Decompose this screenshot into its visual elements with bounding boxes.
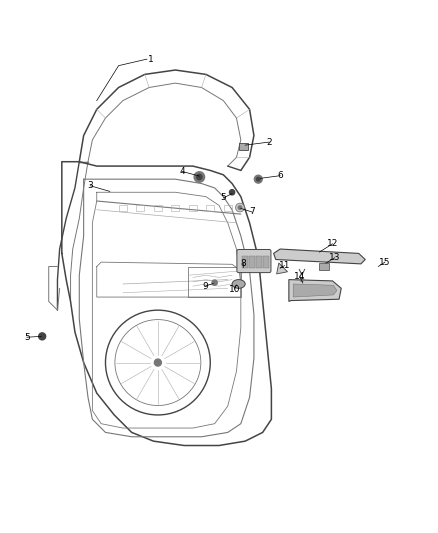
Polygon shape [293,284,337,297]
Circle shape [238,206,242,209]
Text: 8: 8 [240,259,246,268]
Circle shape [197,174,202,180]
Circle shape [300,278,304,281]
Bar [239,143,248,150]
Text: 1: 1 [148,54,154,63]
Text: 6: 6 [277,171,283,180]
Circle shape [254,175,262,183]
Circle shape [212,280,217,285]
Text: 10: 10 [229,285,240,294]
Text: 4: 4 [179,167,185,176]
FancyBboxPatch shape [237,249,271,272]
Polygon shape [274,249,365,264]
Bar [249,256,255,268]
Bar [137,205,145,211]
Circle shape [257,177,260,181]
Bar [263,256,269,268]
Circle shape [39,333,46,340]
Bar [224,205,232,211]
Bar [256,256,262,268]
Circle shape [236,203,244,212]
Text: 13: 13 [329,253,340,262]
Polygon shape [289,280,341,302]
Ellipse shape [232,280,245,288]
Text: 2: 2 [266,138,272,147]
Bar [171,205,179,211]
Bar [318,263,329,270]
Polygon shape [277,263,288,274]
Text: 14: 14 [294,272,305,280]
Bar [154,205,162,211]
Text: 12: 12 [327,239,338,248]
Text: 5: 5 [220,193,226,203]
Bar [206,205,214,211]
Bar [189,205,197,211]
Text: 5: 5 [24,333,30,342]
Circle shape [154,359,161,366]
Text: 11: 11 [279,261,290,270]
Text: 15: 15 [379,257,391,266]
Circle shape [230,190,235,195]
Circle shape [194,172,205,182]
Bar [242,256,248,268]
Text: 9: 9 [202,281,208,290]
Text: 7: 7 [249,207,254,216]
Text: 3: 3 [87,181,93,190]
Bar [119,205,127,211]
